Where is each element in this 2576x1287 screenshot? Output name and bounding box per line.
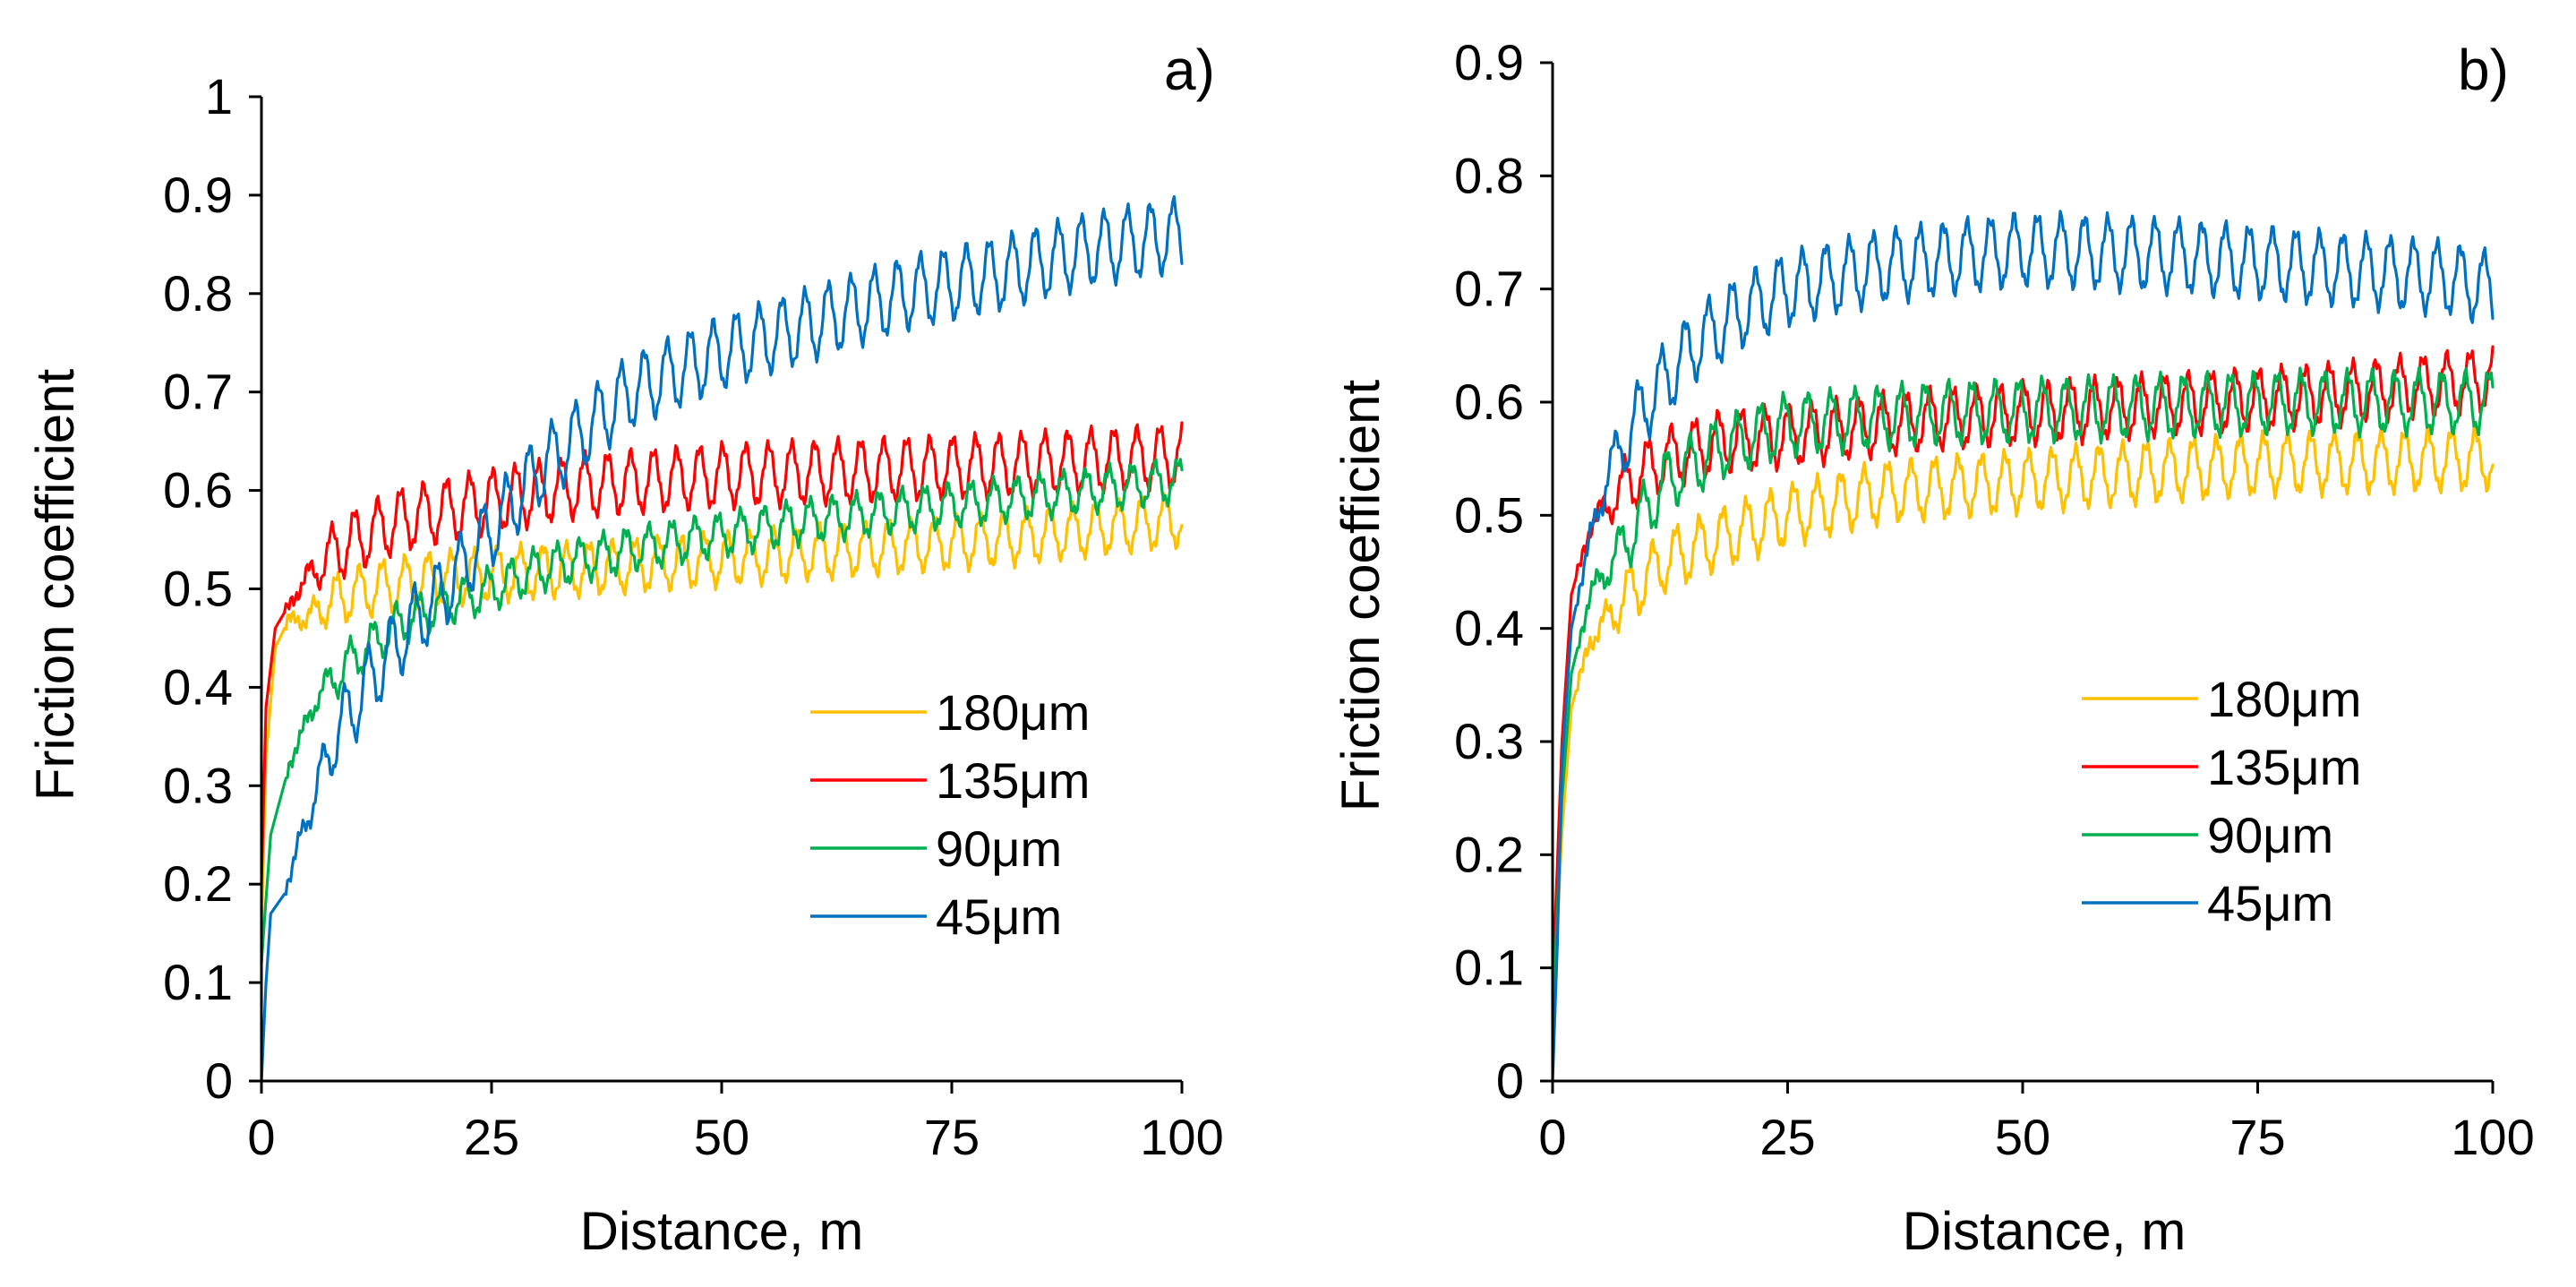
series-line-90m [1551,365,2495,1026]
series-line-90m [260,457,1184,965]
y-tick-label: 0.5 [163,561,233,617]
axes: 0 0.1 0.2 0.3 0.4 0.5 0.6 0.7 0.8 0.9 1 0 25 50 75 100 [163,68,1224,1165]
legend-label: 90μm [936,820,1062,877]
series-line-135m [1551,345,2495,992]
y-tick-label: 0.6 [1454,373,1524,430]
series-line-45m [1551,210,2495,1083]
legend-label: 135μm [2207,739,2361,795]
y-tick-label: 0.7 [163,364,233,420]
y-axis-title: Friction coefficient [1331,379,1391,811]
y-axis-title: Friction coefficient [25,368,85,801]
y-tick-label: 0.7 [1454,261,1524,317]
x-tick-label: 50 [694,1109,749,1165]
series-line-180m [1551,425,2495,1026]
legend-label: 180μm [936,684,1090,741]
panel-label: b) [2458,38,2509,102]
series-layer [1551,210,2495,1083]
y-tick-label: 0.9 [163,167,233,223]
y-tick-label: 0.9 [1454,34,1524,90]
x-tick-label: 75 [2229,1109,2285,1165]
legend-label: 90μm [2207,807,2333,863]
legend-label: 135μm [936,752,1090,809]
y-tick-label: 0.8 [1454,147,1524,203]
legend-label: 180μm [2207,671,2361,727]
axes: 0 0.1 0.2 0.3 0.4 0.5 0.6 0.7 0.8 0.9 0 25 50 75 100 [1454,34,2535,1165]
y-tick-label: 0.6 [163,462,233,519]
y-tick-label: 0.3 [1454,713,1524,769]
series-line-135m [260,421,1184,886]
x-axis-title: Distance, m [580,1201,864,1261]
legend: 180μm 135μm 90μm 45μm [2082,671,2361,931]
y-tick-label: 0.1 [163,954,233,1010]
x-tick-label: 25 [1759,1109,1815,1165]
y-tick-label: 0.3 [163,757,233,813]
x-axis-title: Distance, m [1903,1201,2187,1261]
y-tick-label: 0.8 [163,265,233,322]
legend-label: 45μm [2207,875,2333,931]
y-tick-label: 1 [205,68,233,124]
y-tick-label: 0.1 [1454,940,1524,996]
y-tick-label: 0.2 [1454,826,1524,882]
panel-label: a) [1164,38,1215,102]
x-tick-label: 75 [924,1109,980,1165]
panel-a: a) Friction coefficient Distance, m 0 0.1… [25,38,1224,1261]
legend-label: 45μm [936,888,1062,945]
x-tick-label: 50 [1995,1109,2050,1165]
x-tick-label: 100 [2451,1109,2534,1165]
x-tick-label: 100 [1140,1109,1223,1165]
y-tick-label: 0.2 [163,855,233,912]
y-tick-label: 0 [1496,1052,1524,1109]
y-tick-label: 0.4 [1454,600,1524,656]
y-tick-label: 0.5 [1454,486,1524,543]
x-tick-label: 25 [464,1109,519,1165]
y-tick-label: 0 [205,1052,233,1109]
x-tick-label: 0 [1538,1109,1566,1165]
series-line-45m [260,195,1184,1083]
series-layer [260,195,1184,1083]
legend: 180μm 135μm 90μm 45μm [810,684,1090,945]
panel-b: b) Friction coefficient Distance, m 0 0.1… [1331,34,2535,1261]
x-tick-label: 0 [247,1109,275,1165]
y-tick-label: 0.4 [163,658,233,715]
